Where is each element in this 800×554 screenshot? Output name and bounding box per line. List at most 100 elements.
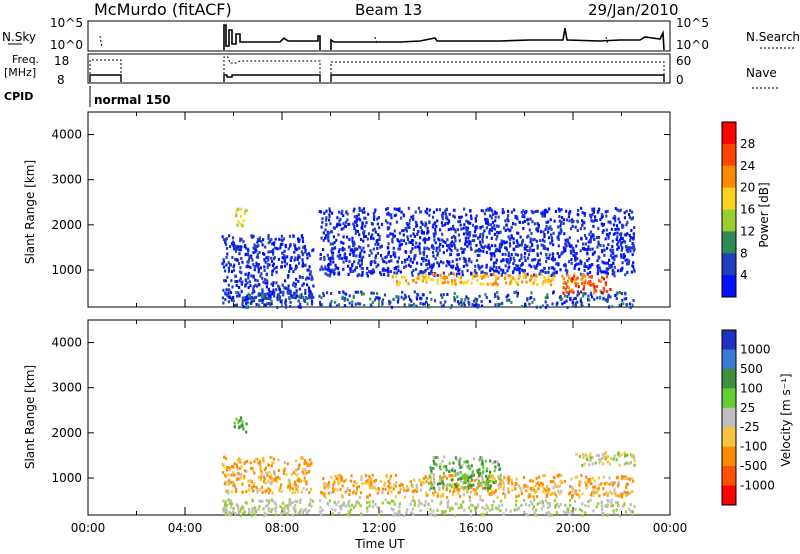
echo-cell (597, 208, 601, 211)
echo-cell (607, 234, 610, 238)
echo-cell (259, 478, 262, 482)
echo-cell (416, 245, 419, 249)
echo-cell (376, 251, 379, 255)
echo-cell (560, 473, 563, 477)
echo-cell (485, 226, 488, 230)
echo-cell (357, 261, 360, 265)
echo-cell (528, 296, 532, 300)
echo-cell (270, 238, 273, 241)
echo-cell (547, 270, 550, 274)
echo-cell (461, 251, 464, 255)
echo-cell (601, 276, 604, 279)
echo-cell (474, 225, 477, 229)
echo-cell (427, 247, 431, 251)
echo-cell (443, 484, 446, 488)
echo-cell (584, 242, 587, 246)
echo-cell (287, 247, 290, 251)
echo-cell (395, 473, 398, 477)
echo-cell (547, 220, 550, 224)
echo-cell (611, 483, 615, 487)
echo-cell (237, 477, 240, 481)
echo-cell (461, 474, 464, 478)
echo-cell (605, 214, 608, 218)
echo-cell (319, 506, 322, 509)
echo-cell (320, 236, 323, 240)
echo-cell (443, 277, 446, 281)
echo-cell (222, 258, 225, 262)
echo-cell (405, 511, 408, 515)
echo-cell (619, 208, 622, 212)
echo-cell (405, 222, 408, 226)
echo-cell (293, 258, 296, 262)
echo-cell (553, 499, 556, 503)
echo-cell (464, 236, 467, 240)
echo-cell (470, 217, 473, 221)
echo-cell (522, 227, 525, 230)
echo-cell (301, 511, 304, 514)
echo-cell (587, 240, 590, 244)
echo-cell (353, 480, 356, 484)
echo-cell (287, 509, 290, 513)
echo-cell (491, 283, 494, 287)
echo-cell (297, 305, 300, 309)
echo-cell (261, 295, 264, 299)
echo-cell (607, 293, 610, 297)
echo-cell (266, 499, 269, 503)
echo-cell (223, 503, 227, 507)
echo-cell (241, 424, 244, 428)
echo-cell (459, 223, 462, 227)
echo-cell (528, 493, 531, 497)
echo-cell (571, 301, 574, 304)
echo-cell (284, 286, 287, 290)
echo-cell (442, 465, 445, 469)
echo-cell (548, 236, 551, 240)
echo-cell (631, 303, 634, 307)
echo-cell (534, 513, 537, 517)
echo-cell (442, 293, 445, 297)
echo-cell (262, 480, 266, 483)
echo-cell (463, 247, 466, 251)
echo-cell (372, 268, 375, 272)
echo-cell (574, 282, 577, 286)
echo-cell (412, 232, 415, 236)
echo-cell (222, 471, 225, 475)
echo-cell (463, 473, 466, 477)
echo-cell (627, 246, 630, 250)
echo-cell (275, 246, 278, 250)
echo-cell (390, 499, 393, 503)
echo-cell (339, 505, 343, 509)
echo-cell (615, 508, 618, 512)
echo-cell (546, 210, 549, 214)
echo-cell (443, 455, 446, 459)
echo-cell (561, 251, 564, 255)
echo-cell (310, 292, 313, 296)
echo-cell (289, 488, 292, 491)
echo-cell (436, 261, 439, 265)
echo-cell (581, 282, 584, 285)
echo-cell (446, 486, 449, 490)
echo-cell (289, 481, 292, 485)
echo-cell (615, 458, 618, 462)
echo-cell (559, 479, 562, 483)
echo-cell (358, 206, 361, 210)
echo-cell (405, 489, 408, 493)
echo-cell (512, 262, 515, 266)
echo-cell (405, 279, 408, 283)
echo-cell (451, 282, 454, 286)
echo-cell (382, 273, 386, 276)
echo-cell (339, 507, 342, 511)
echo-cell (437, 262, 440, 266)
echo-cell (347, 502, 350, 506)
echo-cell (390, 507, 393, 511)
echo-cell (270, 464, 273, 468)
echo-cell (281, 260, 284, 264)
echo-cell (499, 302, 502, 306)
echo-cell (622, 302, 625, 306)
echo-cell (441, 486, 445, 489)
echo-cell (239, 514, 242, 517)
echo-cell (572, 253, 575, 257)
echo-cell (326, 291, 329, 295)
echo-cell (464, 298, 467, 302)
echo-cell (505, 246, 508, 250)
echo-cell (279, 246, 282, 250)
